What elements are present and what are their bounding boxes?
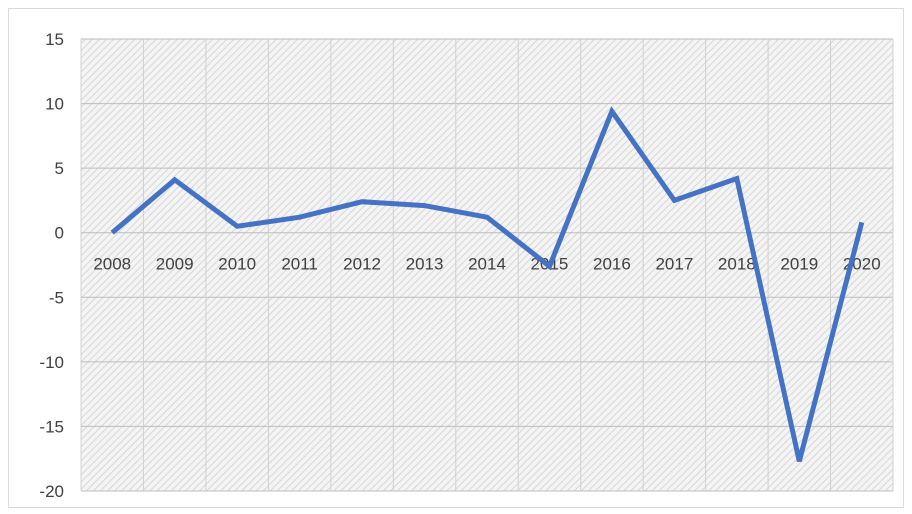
chart-frame: 15 10 5 0 -5 -10 -15 -20 2008 2009 2010 …: [8, 8, 904, 508]
y-tick-label: -5: [49, 288, 64, 307]
x-tick-label: 2018: [718, 255, 756, 274]
x-tick-label: 2017: [655, 255, 693, 274]
x-tick-label: 2010: [218, 255, 256, 274]
y-tick-label: -10: [39, 353, 64, 372]
x-tick-label: 2019: [780, 255, 818, 274]
line-chart: 15 10 5 0 -5 -10 -15 -20 2008 2009 2010 …: [39, 30, 894, 501]
y-tick-label: -20: [39, 482, 64, 501]
y-axis: 15 10 5 0 -5 -10 -15 -20: [39, 30, 64, 501]
x-tick-label: 2008: [93, 255, 131, 274]
x-tick-label: 2016: [593, 255, 631, 274]
x-tick-label: 2009: [156, 255, 194, 274]
x-tick-label: 2011: [281, 255, 318, 274]
y-tick-label: 10: [45, 95, 64, 114]
y-tick-label: 5: [55, 159, 64, 178]
y-tick-label: 0: [55, 224, 64, 243]
x-axis: 2008 2009 2010 2011 2012 2013 2014 2015 …: [93, 255, 880, 274]
x-tick-label: 2014: [468, 255, 506, 274]
series-line: [110, 106, 865, 462]
x-tick-label: 2012: [343, 255, 381, 274]
y-tick-label: 15: [45, 30, 64, 49]
gridlines: [80, 38, 894, 492]
x-tick-label: 2013: [406, 255, 444, 274]
y-tick-label: -15: [39, 417, 64, 436]
